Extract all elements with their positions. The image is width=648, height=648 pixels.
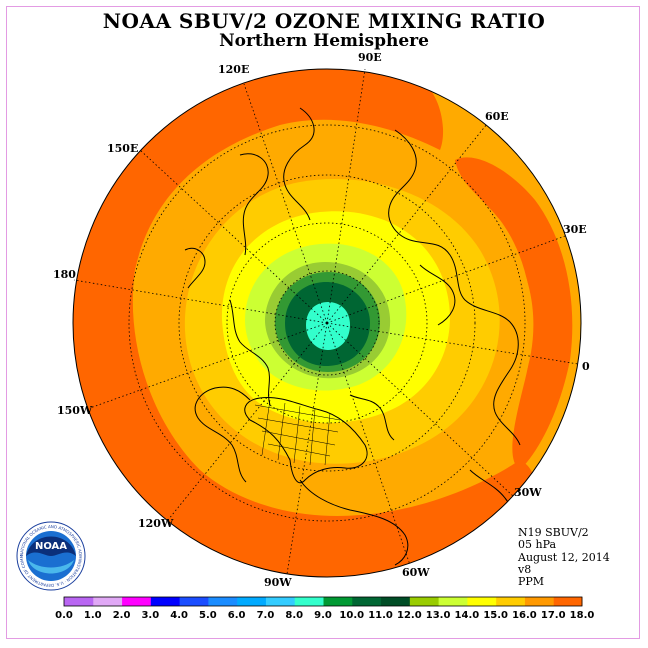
colorbar-tick-label: 16.0 [512,610,537,621]
lon-label-90w: 90W [264,576,292,589]
lon-label-150w: 150W [57,404,93,417]
colorbar-swatch [294,597,324,606]
info-pressure-level: 05 hPa [518,538,557,552]
colorbar-tick-label: 2.0 [113,610,131,621]
colorbar-outline [63,596,583,607]
logo-ring-text: NATIONAL OCEANIC AND ATMOSPHERIC ADMINIS… [0,0,83,588]
colorbar-swatch [553,597,583,606]
state-boundaries [254,399,341,466]
colorbar-swatch [64,597,94,606]
lon-label-30w: 30W [514,486,542,499]
colorbar-swatch [179,597,209,606]
colorbar-swatch [265,597,295,606]
colorbar-tick-label: 10.0 [339,610,364,621]
coastlines [184,107,521,566]
colorbar-swatch [351,597,382,606]
colorbar-tick-label: 3.0 [141,610,159,621]
map-subtitle: Northern Hemisphere [219,31,429,51]
colorbar-swatch [524,597,554,606]
colorbar-swatch [323,597,353,606]
data-info-block: N19 SBUV/2 05 hPa August 12, 2014 v8 PPM [518,526,610,589]
lon-label-150e: 150E [107,142,138,155]
colorbar-tick-label: 13.0 [426,610,451,621]
colorbar-swatch [409,597,439,606]
colorbar-tick-label: 1.0 [84,610,102,621]
colorbar-tick-label: 4.0 [170,610,188,621]
colorbar-swatch [92,597,123,606]
colorbar-swatch [207,597,238,606]
colorbar-tick-label: 15.0 [483,610,508,621]
colorbar-swatch [150,597,180,606]
figure-frame [6,6,640,639]
lon-label-120e: 120E [218,63,249,76]
map-title: NOAA SBUV/2 OZONE MIXING RATIO [102,9,546,33]
info-units: PPM [518,575,545,589]
colorbar-tick-label: 17.0 [541,610,566,621]
colorbar-tick-label: 11.0 [368,610,393,621]
colorbar-tick-label: 18.0 [570,610,595,621]
lon-label-30e: 30E [563,223,587,236]
colorbar-swatch [466,597,497,606]
colorbar-tick-label: 6.0 [228,610,246,621]
info-instrument: N19 SBUV/2 [518,526,589,539]
colorbar-tick-label: 5.0 [199,610,217,621]
info-version: v8 [518,562,532,576]
lon-label-120w: 120W [138,517,174,530]
lon-label-180: 180 [53,268,76,281]
colorbar: 0.0 1.0 2.0 3.0 4.0 5.0 6.0 7.0 8.0 9.0 10.0 11.0 12… [55,596,595,621]
colorbar-swatch [438,597,468,606]
map-boundary [72,68,582,578]
colorbar-swatch [495,597,525,606]
lon-label-0: 0 [582,360,590,373]
logo-center-text: NOAA [35,541,67,552]
lon-label-90e: 90E [358,51,382,64]
contour-band-15ppm-east [455,157,573,471]
colorbar-swatch [380,597,410,606]
colorbar-tick-label: 9.0 [314,610,332,621]
colorbar-tick-label: 12.0 [397,610,422,621]
longitude-labels: 90E 60E 30E 0 30W 60W 90W 120W 150W 180 … [53,51,590,589]
colorbar-tick-label: 8.0 [285,610,303,621]
lon-label-60e: 60E [485,110,509,123]
graticule [73,68,579,575]
svg-text:NATIONAL OCEANIC AND ATMOSPHER: NATIONAL OCEANIC AND ATMOSPHERIC ADMINIS… [0,0,83,588]
noaa-logo: NOAA NATIONAL OCEANIC AND ATMOSPHERIC AD… [0,0,86,591]
contour-band-15ppm-west [73,69,535,577]
colorbar-swatch [236,597,266,606]
lon-label-60w: 60W [402,566,430,579]
colorbar-tick-label: 7.0 [257,610,275,621]
colorbar-tick-label: 14.0 [455,610,480,621]
info-date: August 12, 2014 [518,550,610,564]
colorbar-tick-label: 0.0 [55,610,73,621]
colorbar-swatch [121,597,151,606]
